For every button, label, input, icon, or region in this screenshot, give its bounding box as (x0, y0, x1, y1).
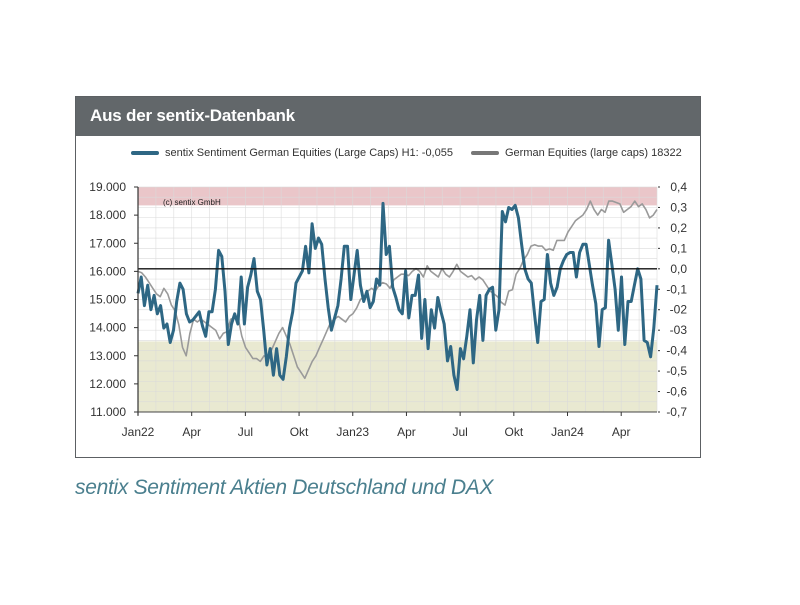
right-axis-tick-label: -0,5 (666, 364, 687, 378)
legend-label-dax: German Equities (large caps) 18322 (505, 147, 682, 159)
overbought-zone (138, 187, 657, 206)
right-axis-tick-label: -0,4 (666, 344, 687, 358)
legend-swatch-sentiment (131, 151, 159, 155)
x-axis-tick-label: Apr (397, 425, 416, 439)
right-axis-tick-label: 0,4 (670, 180, 687, 194)
x-axis-tick-label: Jan22 (122, 425, 155, 439)
right-axis-tick-label: -0,1 (666, 282, 687, 296)
figure-caption: sentix Sentiment Aktien Deutschland und … (75, 476, 494, 499)
left-axis-tick-label: 15.000 (89, 293, 126, 307)
x-axis-tick-label: Jul (238, 425, 253, 439)
oversold-zone (138, 341, 657, 412)
legend-item-dax: German Equities (large caps) 18322 (471, 147, 682, 159)
legend-label-sentiment: sentix Sentiment German Equities (Large … (165, 147, 453, 159)
x-axis-tick-label: Apr (182, 425, 201, 439)
left-axis-tick-label: 19.000 (89, 180, 126, 194)
x-axis-tick-label: Okt (504, 425, 523, 439)
left-axis-tick-label: 16.000 (89, 264, 126, 278)
chart-legend: sentix Sentiment German Equities (Large … (76, 147, 700, 165)
legend-swatch-dax (471, 151, 499, 155)
sentiment-line (136, 201, 659, 391)
copyright-credit: (c) sentix GmbH (163, 198, 221, 207)
panel-title: Aus der sentix-Datenbank (90, 106, 295, 125)
left-axis-tick-label: 17.000 (89, 236, 126, 250)
left-axis-tick-label: 12.000 (89, 377, 126, 391)
right-axis-tick-label: 0,0 (670, 262, 687, 276)
right-axis-tick-label: -02 (670, 303, 688, 317)
panel-header: Aus der sentix-Datenbank (76, 97, 700, 136)
right-axis-tick-label: -03 (670, 323, 688, 337)
right-axis-tick-label: 0,2 (670, 221, 687, 235)
x-axis-tick-label: Jul (452, 425, 467, 439)
x-axis-tick-label: Jan24 (551, 425, 584, 439)
right-axis-tick-label: 0,1 (670, 241, 687, 255)
left-axis-tick-label: 18.000 (89, 208, 126, 222)
x-axis-tick-label: Apr (612, 425, 631, 439)
right-axis-tick-label: 0,3 (670, 200, 687, 214)
left-axis-tick-label: 14.000 (89, 321, 126, 335)
left-axis-tick-label: 13.000 (89, 349, 126, 363)
x-axis-tick-label: Okt (290, 425, 309, 439)
legend-item-sentiment: sentix Sentiment German Equities (Large … (131, 147, 453, 159)
left-axis-tick-label: 11.000 (90, 405, 126, 419)
x-axis-tick-label: Jan23 (336, 425, 369, 439)
right-axis-tick-label: -0,7 (666, 405, 687, 419)
right-axis-tick-label: -0,6 (666, 385, 687, 399)
